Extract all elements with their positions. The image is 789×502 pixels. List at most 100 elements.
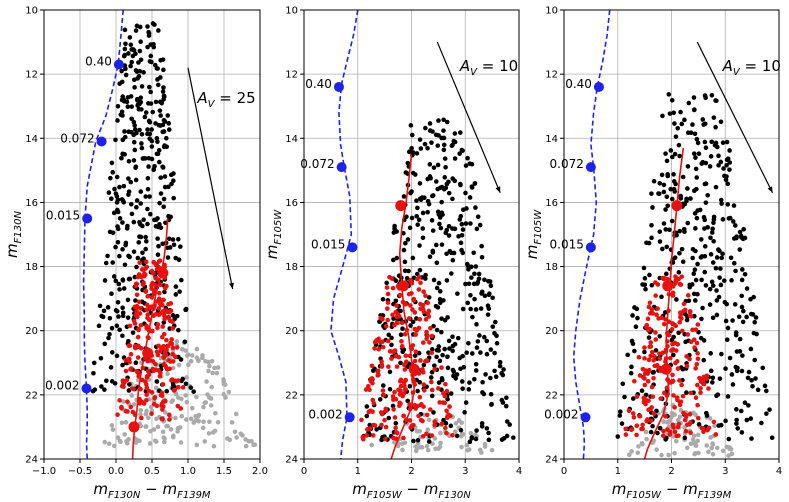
- black-star: [678, 109, 683, 115]
- red-star: [649, 384, 655, 390]
- grey-star: [200, 353, 205, 358]
- red-star: [687, 313, 693, 319]
- black-star: [710, 283, 716, 288]
- black-star: [718, 119, 724, 125]
- black-star: [110, 260, 116, 265]
- red-star: [408, 303, 413, 308]
- red-star: [670, 321, 675, 326]
- black-star: [435, 143, 441, 148]
- grey-star: [675, 417, 681, 423]
- black-star: [450, 176, 456, 181]
- red-star: [154, 299, 160, 304]
- black-star: [450, 257, 456, 263]
- black-star: [119, 68, 124, 74]
- reddening-label-sub: V: [208, 99, 216, 110]
- red-mass-marker: [671, 200, 683, 212]
- black-star: [467, 195, 473, 200]
- red-star: [661, 321, 667, 327]
- black-star: [617, 413, 623, 418]
- black-star: [677, 153, 682, 159]
- red-star: [678, 399, 684, 405]
- black-star: [474, 226, 480, 232]
- black-star: [615, 434, 621, 439]
- black-star: [389, 342, 394, 348]
- black-star: [147, 84, 152, 90]
- black-star: [692, 313, 697, 319]
- red-star: [401, 435, 406, 441]
- black-star: [646, 335, 652, 340]
- y-tick-label: 16: [285, 198, 298, 209]
- red-star: [399, 343, 405, 349]
- black-star: [648, 429, 654, 435]
- red-star: [694, 362, 700, 367]
- black-star: [661, 221, 667, 226]
- red-star: [157, 348, 163, 354]
- black-star: [120, 137, 126, 143]
- black-star: [152, 217, 157, 223]
- black-star: [178, 357, 184, 362]
- black-star: [478, 306, 484, 311]
- black-star: [733, 332, 739, 338]
- black-star: [431, 277, 437, 283]
- black-star: [166, 121, 172, 126]
- black-star: [716, 247, 721, 252]
- black-star: [511, 435, 516, 440]
- red-star: [413, 332, 418, 337]
- grey-star: [438, 440, 443, 446]
- blue-isochrone-line: [330, 10, 359, 459]
- black-star: [473, 368, 479, 373]
- black-star: [463, 190, 468, 196]
- black-star: [469, 351, 475, 356]
- black-star: [500, 400, 506, 405]
- black-star: [161, 196, 167, 202]
- red-star: [409, 280, 415, 286]
- red-star: [156, 306, 162, 311]
- grey-star: [710, 451, 716, 457]
- black-star: [463, 221, 469, 226]
- black-star: [133, 165, 138, 171]
- black-star: [168, 214, 173, 220]
- red-star: [444, 430, 449, 436]
- red-star: [403, 353, 409, 359]
- black-star: [125, 95, 131, 100]
- black-star: [126, 338, 131, 344]
- black-star: [497, 359, 503, 365]
- black-star: [475, 281, 480, 286]
- black-star: [415, 437, 421, 443]
- black-star: [139, 145, 145, 151]
- black-star: [692, 211, 698, 216]
- black-star: [434, 354, 439, 360]
- grey-star: [635, 450, 641, 456]
- red-star: [173, 378, 179, 384]
- black-star: [674, 232, 679, 238]
- red-star: [698, 390, 703, 395]
- plot-area: [81, 10, 258, 459]
- black-star: [693, 155, 698, 160]
- black-star: [137, 234, 142, 239]
- blue-mass-marker: [82, 213, 93, 224]
- black-star: [409, 215, 415, 221]
- grey-star: [720, 448, 726, 454]
- black-star: [672, 121, 677, 126]
- black-star: [682, 435, 688, 441]
- black-star: [649, 282, 655, 288]
- black-star: [482, 293, 488, 299]
- black-star: [619, 421, 625, 426]
- black-star: [682, 117, 687, 123]
- black-star: [488, 375, 493, 381]
- black-star: [688, 196, 693, 201]
- black-star: [642, 276, 648, 281]
- black-star: [476, 271, 482, 277]
- black-star: [107, 229, 113, 235]
- black-star: [411, 438, 416, 444]
- black-star: [160, 164, 165, 170]
- red-star: [391, 349, 396, 355]
- black-star: [183, 307, 188, 313]
- grey-star: [214, 370, 220, 376]
- black-star: [441, 417, 446, 423]
- red-star: [412, 358, 418, 364]
- black-star: [711, 239, 716, 244]
- grey-star: [162, 410, 168, 415]
- black-star: [463, 163, 469, 168]
- black-star: [721, 278, 727, 283]
